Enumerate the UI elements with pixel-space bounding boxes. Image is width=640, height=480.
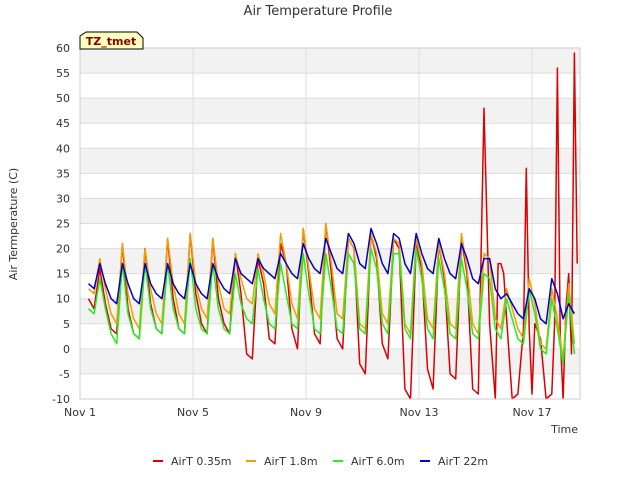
band-0 xyxy=(80,373,580,399)
x-tick-label-2: Nov 9 xyxy=(290,406,322,419)
y-tick-label-13: 55 xyxy=(56,67,70,80)
band-6 xyxy=(80,223,580,249)
legend-label-0: AirT 0.35m xyxy=(171,455,232,468)
band-10 xyxy=(80,123,580,149)
y-tick-label-2: 0 xyxy=(63,343,70,356)
legend-label-3: AirT 22m xyxy=(438,455,488,468)
series-lines xyxy=(87,52,578,400)
band-9 xyxy=(80,148,580,174)
y-tick-label-4: 10 xyxy=(56,293,70,306)
y-tick-label-3: 5 xyxy=(63,318,70,331)
y-tick-label-8: 30 xyxy=(56,192,70,205)
site-badge-shape xyxy=(79,31,144,50)
y-tick-label-12: 50 xyxy=(56,92,70,105)
y-axis-title: Air Termperature (C) xyxy=(7,168,20,280)
band-7 xyxy=(80,198,580,224)
band-2 xyxy=(80,323,580,349)
legend-label-2: AirT 6.0m xyxy=(351,455,405,468)
y-tick-label-7: 25 xyxy=(56,218,70,231)
y-tick-label-5: 15 xyxy=(56,268,70,281)
y-tick-label-6: 20 xyxy=(56,243,70,256)
x-tick-label-4: Nov 17 xyxy=(512,406,551,419)
series-line-1 xyxy=(88,222,576,360)
site-badge-label: TZ_tmet xyxy=(86,35,136,48)
y-tick-label-11: 45 xyxy=(56,117,70,130)
x-tick-label-0: Nov 1 xyxy=(64,406,96,419)
y-tick-label-10: 40 xyxy=(56,142,70,155)
chart-title: Air Temperature Profile xyxy=(244,4,393,19)
x-tick-label-3: Nov 13 xyxy=(399,406,438,419)
legend-label-1: AirT 1.8m xyxy=(264,455,318,468)
site-badge: TZ_tmet xyxy=(79,31,144,50)
band-11 xyxy=(80,98,580,124)
x-axis-ticks: Nov 1 Nov 5 Nov 9 Nov 13 Nov 17 xyxy=(64,406,551,419)
band-1 xyxy=(80,348,580,374)
y-axis-ticks: -10 -5 0 5 10 15 20 25 30 35 40 45 50 55 60 xyxy=(52,42,70,406)
y-tick-label-9: 35 xyxy=(56,167,70,180)
y-tick-label-1: -5 xyxy=(59,368,70,381)
series-line-2 xyxy=(87,247,576,365)
legend: AirT 0.35m AirT 1.8m AirT 6.0m AirT 22m xyxy=(153,455,488,468)
band-12 xyxy=(80,73,580,99)
plot-frame xyxy=(79,47,581,400)
band-8 xyxy=(80,173,580,199)
x-axis-title: Time xyxy=(550,423,578,436)
y-tick-label-14: 60 xyxy=(56,42,70,55)
band-13 xyxy=(80,48,580,74)
y-tick-label-0: -10 xyxy=(52,393,70,406)
x-tick-label-1: Nov 5 xyxy=(177,406,209,419)
series-line-3 xyxy=(88,227,576,325)
